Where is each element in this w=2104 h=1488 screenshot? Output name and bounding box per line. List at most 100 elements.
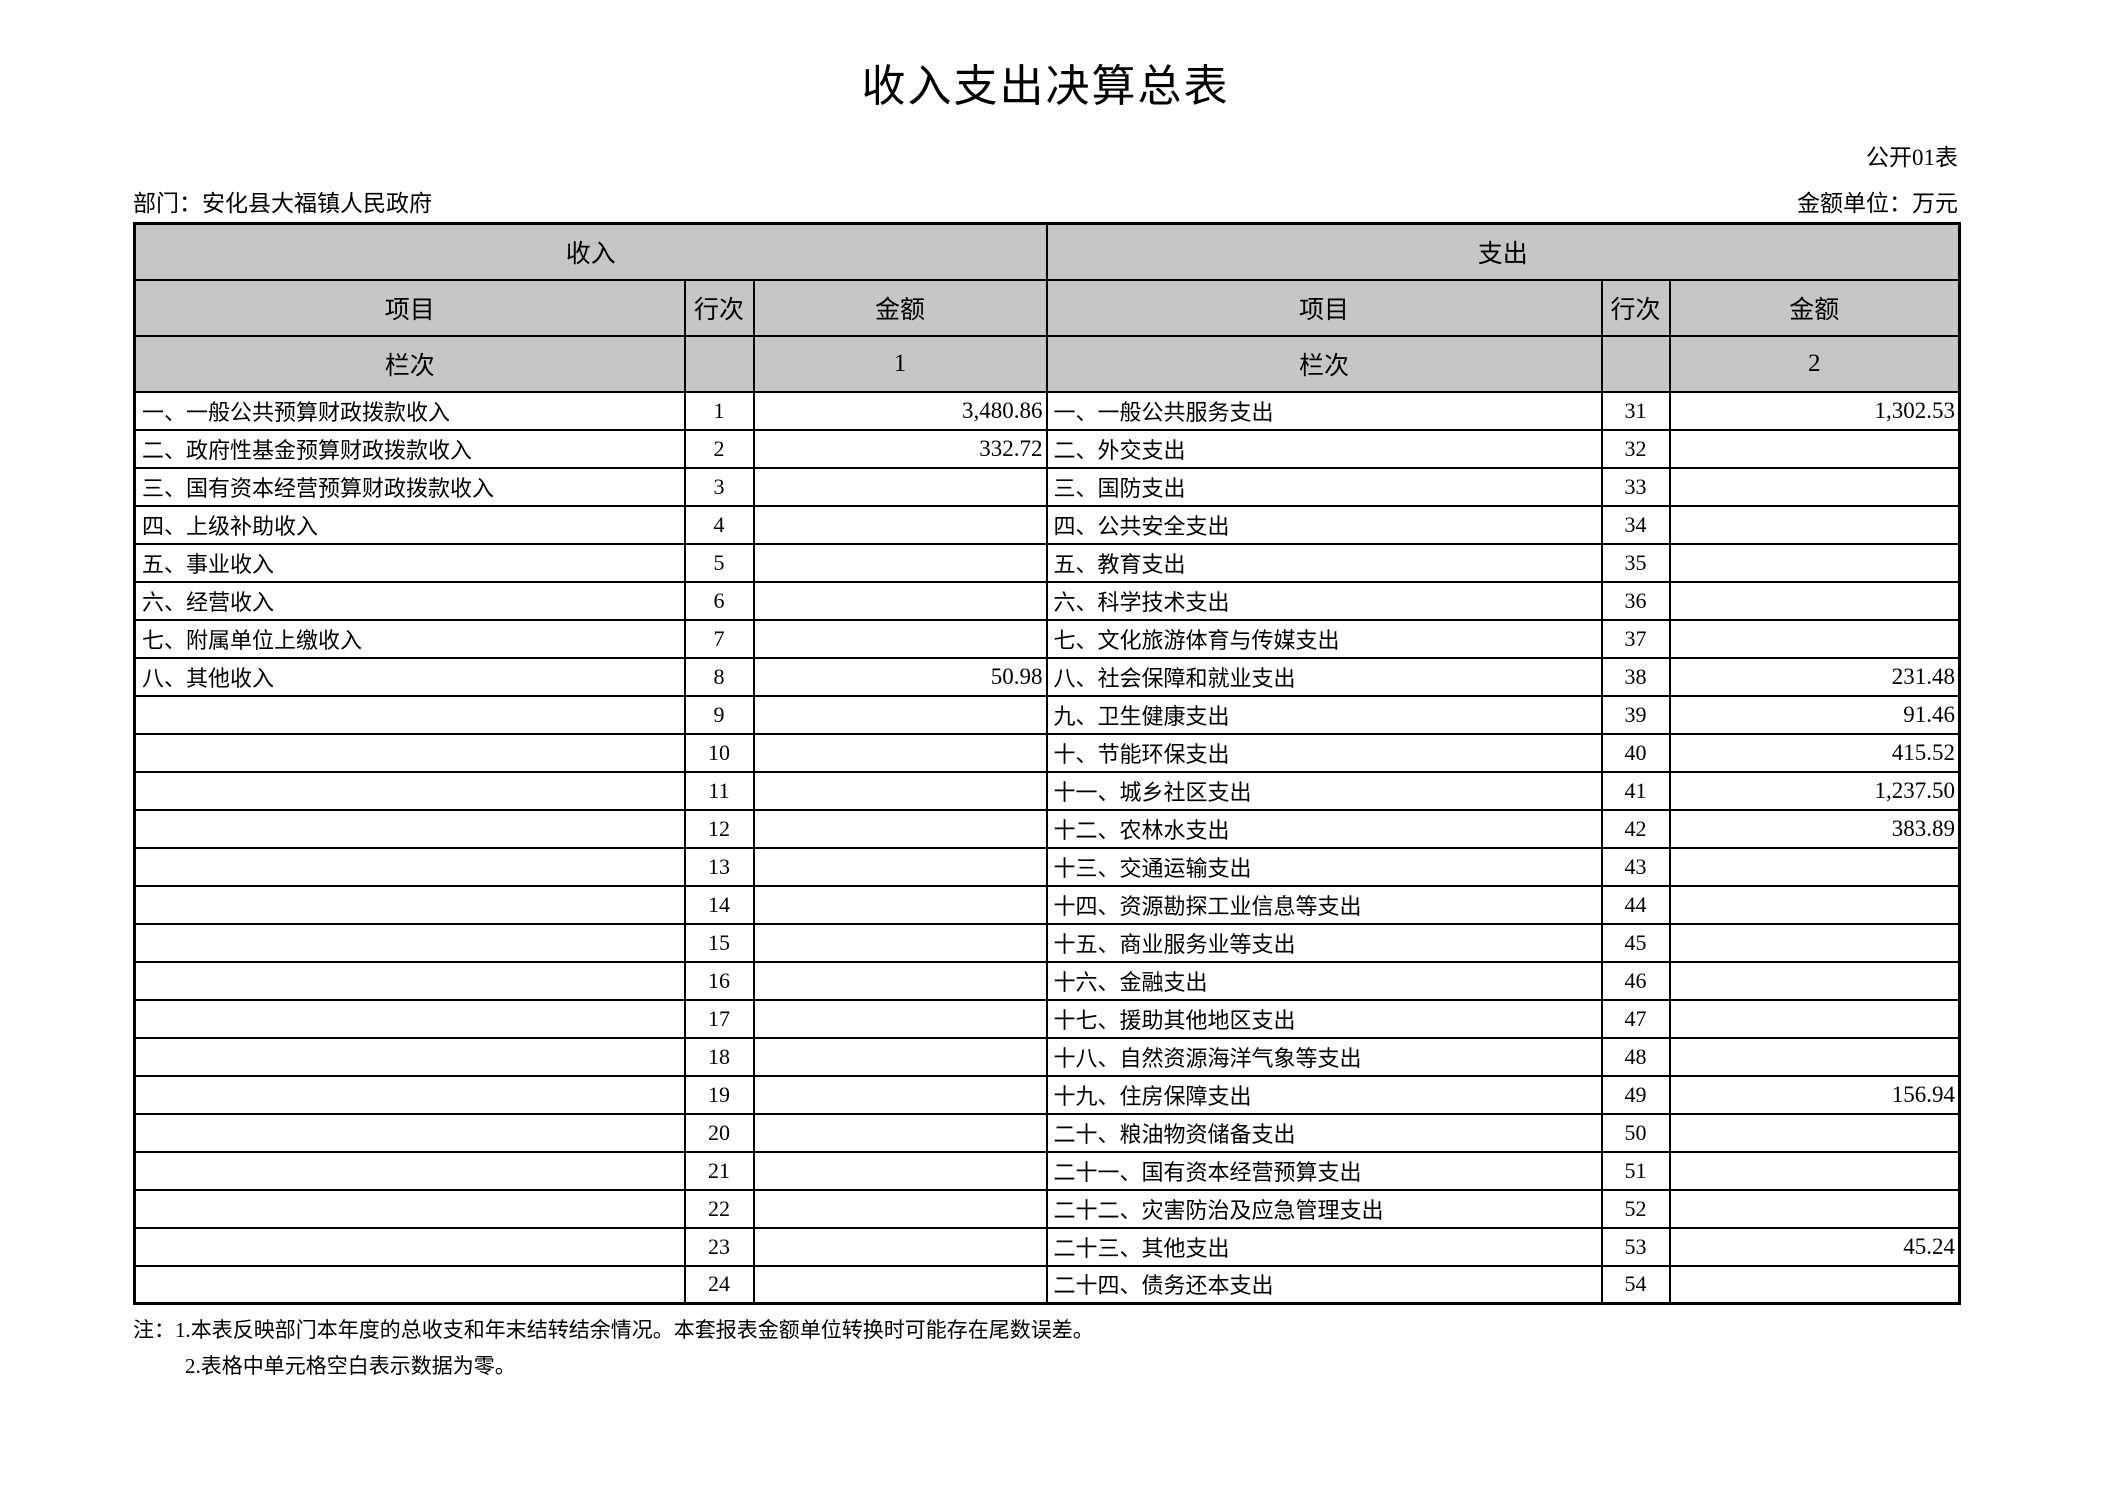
income-rowno-cell: 17	[683, 998, 755, 1039]
expense-rowno-cell: 46	[1600, 960, 1671, 1001]
income-rowno-cell: 11	[683, 770, 755, 811]
expense-rowno-cell: 32	[1600, 428, 1671, 469]
expense-col-index: 2	[1668, 334, 1961, 393]
table-row: 24 二十四、债务还本支出 54	[133, 1264, 1961, 1305]
income-rowno-cell: 1	[683, 390, 755, 431]
expense-item-cell: 五、教育支出	[1045, 542, 1603, 583]
page-title: 收入支出决算总表	[861, 62, 1230, 111]
column-index-row: 栏次 1 栏次 2	[133, 334, 1961, 393]
expense-item-cell: 二十四、债务还本支出	[1045, 1264, 1603, 1305]
expense-amount-cell: 1,237.50	[1668, 770, 1961, 811]
income-rowno-cell: 20	[683, 1112, 755, 1153]
income-item-cell: 七、附属单位上缴收入	[133, 618, 686, 659]
income-item-cell	[133, 1112, 686, 1153]
income-item-cell	[133, 1264, 686, 1305]
income-section-header: 收入	[133, 222, 1048, 281]
income-amount-cell	[752, 542, 1048, 583]
expense-rowno-cell: 44	[1600, 884, 1671, 925]
income-amount-cell	[752, 466, 1048, 507]
table-row: 四、上级补助收入 4 四、公共安全支出 34	[133, 504, 1961, 545]
table-row: 14 十四、资源勘探工业信息等支出 44	[133, 884, 1961, 925]
expense-item-cell: 十六、金融支出	[1045, 960, 1603, 1001]
expense-item-cell: 三、国防支出	[1045, 466, 1603, 507]
expense-amount-cell	[1668, 922, 1961, 963]
expense-index-label: 栏次	[1045, 334, 1603, 393]
expense-amount-cell	[1668, 884, 1961, 925]
expense-section-header: 支出	[1045, 222, 1961, 281]
expense-amount-cell	[1668, 618, 1961, 659]
income-index-label: 栏次	[133, 334, 686, 393]
expense-index-blank	[1600, 334, 1671, 393]
income-item-cell: 六、经营收入	[133, 580, 686, 621]
expense-item-cell: 六、科学技术支出	[1045, 580, 1603, 621]
income-rowno-cell: 23	[683, 1226, 755, 1267]
expense-rowno-cell: 54	[1600, 1264, 1671, 1305]
income-item-cell	[133, 998, 686, 1039]
income-amount-cell	[752, 1150, 1048, 1191]
expense-item-cell: 十九、住房保障支出	[1045, 1074, 1603, 1115]
income-amount-cell	[752, 770, 1048, 811]
expense-amount-cell	[1668, 1036, 1961, 1077]
expense-item-cell: 十三、交通运输支出	[1045, 846, 1603, 887]
income-rowno-header: 行次	[683, 278, 755, 337]
table-row: 三、国有资本经营预算财政拨款收入 3 三、国防支出 33	[133, 466, 1961, 507]
income-amount-cell	[752, 618, 1048, 659]
expense-rowno-cell: 43	[1600, 846, 1671, 887]
income-rowno-cell: 6	[683, 580, 755, 621]
expense-amount-cell	[1668, 504, 1961, 545]
expense-rowno-cell: 38	[1600, 656, 1671, 697]
income-rowno-cell: 21	[683, 1150, 755, 1191]
table-row: 21 二十一、国有资本经营预算支出 51	[133, 1150, 1961, 1191]
expense-rowno-cell: 47	[1600, 998, 1671, 1039]
expense-item-cell: 八、社会保障和就业支出	[1045, 656, 1603, 697]
table-row: 七、附属单位上缴收入 7 七、文化旅游体育与传媒支出 37	[133, 618, 1961, 659]
income-item-cell	[133, 808, 686, 849]
income-item-cell	[133, 922, 686, 963]
income-amount-cell	[752, 1188, 1048, 1229]
expense-rowno-header: 行次	[1600, 278, 1671, 337]
income-item-cell	[133, 1188, 686, 1229]
income-rowno-cell: 15	[683, 922, 755, 963]
expense-amount-cell: 231.48	[1668, 656, 1961, 697]
expense-rowno-cell: 42	[1600, 808, 1671, 849]
income-item-cell: 五、事业收入	[133, 542, 686, 583]
expense-item-cell: 一、一般公共服务支出	[1045, 390, 1603, 431]
income-rowno-cell: 22	[683, 1188, 755, 1229]
income-item-cell	[133, 884, 686, 925]
expense-rowno-cell: 52	[1600, 1188, 1671, 1229]
income-amount-cell	[752, 846, 1048, 887]
income-amount-cell	[752, 884, 1048, 925]
table-row: 19 十九、住房保障支出 49 156.94	[133, 1074, 1961, 1115]
income-rowno-cell: 16	[683, 960, 755, 1001]
expense-amount-cell: 1,302.53	[1668, 390, 1961, 431]
table-row: 五、事业收入 5 五、教育支出 35	[133, 542, 1961, 583]
income-amount-cell	[752, 808, 1048, 849]
income-item-cell: 三、国有资本经营预算财政拨款收入	[133, 466, 686, 507]
income-rowno-cell: 5	[683, 542, 755, 583]
table-row: 11 十一、城乡社区支出 41 1,237.50	[133, 770, 1961, 811]
income-rowno-cell: 8	[683, 656, 755, 697]
expense-amount-cell	[1668, 466, 1961, 507]
expense-item-cell: 十二、农林水支出	[1045, 808, 1603, 849]
table-row: 16 十六、金融支出 46	[133, 960, 1961, 1001]
expense-amount-cell: 156.94	[1668, 1074, 1961, 1115]
expense-amount-cell	[1668, 542, 1961, 583]
expense-amount-cell	[1668, 428, 1961, 469]
expense-item-cell: 十八、自然资源海洋气象等支出	[1045, 1036, 1603, 1077]
department-label: 部门：安化县大福镇人民政府	[133, 191, 432, 216]
income-amount-cell	[752, 1074, 1048, 1115]
income-rowno-cell: 2	[683, 428, 755, 469]
expense-item-cell: 七、文化旅游体育与传媒支出	[1045, 618, 1603, 659]
footnotes: 注：1.本表反映部门本年度的总收支和年末结转结余情况。本套报表金额单位转换时可能…	[133, 1312, 1958, 1384]
income-item-cell	[133, 1150, 686, 1191]
expense-amount-cell: 91.46	[1668, 694, 1961, 735]
income-amount-cell	[752, 960, 1048, 1001]
income-item-cell	[133, 960, 686, 1001]
income-rowno-cell: 9	[683, 694, 755, 735]
income-amount-cell	[752, 1112, 1048, 1153]
income-amount-cell	[752, 998, 1048, 1039]
income-amount-cell: 50.98	[752, 656, 1048, 697]
meta-line: 部门：安化县大福镇人民政府 金额单位：万元	[133, 184, 1958, 218]
income-rowno-cell: 24	[683, 1264, 755, 1305]
income-rowno-cell: 10	[683, 732, 755, 773]
